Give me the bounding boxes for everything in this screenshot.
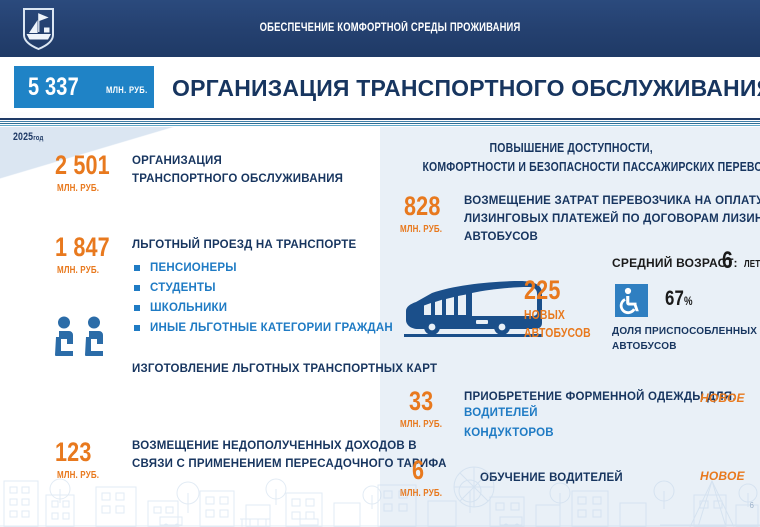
training-label: ОБУЧЕНИЕ ВОДИТЕЛЕЙ	[480, 469, 623, 487]
new-tag-uniform-text: НОВОЕ	[700, 391, 745, 405]
leasing-label-line3: АВТОБУСОВ	[464, 231, 539, 243]
header-subtitle: ОБЕСПЕЧЕНИЕ КОМФОРТНОЙ СРЕДЫ ПРОЖИВАНИЯ	[180, 18, 600, 38]
list-item-label: ИНЫЕ ЛЬГОТНЫЕ КАТЕГОРИИ ГРАЖДАН	[150, 322, 393, 334]
bullet-square-icon	[134, 305, 140, 311]
total-budget-value: 5 337	[28, 73, 79, 101]
total-budget-badge: 5 337 МЛН. РУБ.	[14, 66, 154, 108]
list-item: ПЕНСИОНЕРЫ	[132, 258, 372, 278]
stat-3-label: ВОЗМЕЩЕНИЕ НЕДОПОЛУЧЕННЫХ ДОХОДОВ В СВЯЗ…	[132, 437, 447, 473]
bullet-square-icon	[134, 285, 140, 291]
stat-3-value: 123	[55, 437, 92, 467]
stat-2-value: 1 847	[55, 232, 110, 262]
title-divider-rules	[0, 118, 760, 127]
list-item: ИНЫЕ ЛЬГОТНЫЕ КАТЕГОРИИ ГРАЖДАН	[132, 318, 393, 338]
uniform-sub-1-text: ВОДИТЕЛЕЙ	[464, 407, 538, 419]
decorative-triangle	[0, 127, 175, 179]
stat-1-label-line2: ТРАНСПОРТНОГО ОБСЛУЖИВАНИЯ	[132, 173, 344, 185]
new-buses-word1: НОВЫХ	[524, 307, 566, 322]
accessible-share-label: ДОЛЯ ПРИСПОСОБЛЕННЫХ АВТОБУСОВ	[612, 324, 757, 354]
stat-3-unit: МЛН. РУБ.	[57, 470, 100, 481]
stat-2-unit: МЛН. РУБ.	[57, 265, 100, 276]
uniform-unit: МЛН. РУБ.	[400, 419, 443, 430]
leasing-unit: МЛН. РУБ.	[400, 224, 443, 235]
training-value: 6	[412, 455, 425, 485]
stat-1-value: 2 501	[55, 150, 110, 180]
new-tag-uniform: НОВОЕ	[700, 390, 745, 406]
uniform-sub-1: ВОДИТЕЛЕЙ	[464, 404, 538, 422]
wheelchair-icon	[615, 284, 648, 317]
leasing-label: ВОЗМЕЩЕНИЕ ЗАТРАТ ПЕРЕВОЗЧИКА НА ОПЛАТУ …	[464, 192, 760, 246]
bus-icon	[402, 277, 548, 339]
sailboat-coat-of-arms-icon	[15, 5, 62, 52]
bullet-square-icon	[134, 265, 140, 271]
new-buses-value: 225	[524, 275, 561, 305]
new-tag-training: НОВОЕ	[700, 468, 745, 484]
list-item: СТУДЕНТЫ	[132, 278, 372, 298]
two-seated-passengers-icon	[52, 316, 118, 362]
stat-3-label-line2: СВЯЗИ С ПРИМЕНЕНИЕМ ПЕРЕСАДОЧНОГО ТАРИФА	[132, 458, 447, 470]
stat-3-label-line1: ВОЗМЕЩЕНИЕ НЕДОПОЛУЧЕННЫХ ДОХОДОВ В	[132, 440, 417, 452]
year-label: 2025год	[13, 131, 51, 144]
accessible-share-label-line1: ДОЛЯ ПРИСПОСОБЛЕННЫХ	[612, 326, 758, 337]
stat-1-label: ОРГАНИЗАЦИЯ ТРАНСПОРТНОГО ОБСЛУЖИВАНИЯ	[132, 152, 343, 188]
total-budget-unit: МЛН. РУБ.	[106, 85, 148, 96]
panel-gap	[374, 127, 380, 527]
accessible-share-value: 67	[665, 287, 685, 310]
right-panel-title-line2: КОМФОРТНОСТИ И БЕЗОПАСНОСТИ ПАССАЖИРСКИХ…	[422, 160, 760, 174]
percent-sign: %	[684, 294, 693, 308]
uniform-value: 33	[409, 386, 434, 416]
stat-1-unit: МЛН. РУБ.	[57, 183, 100, 194]
right-panel-title-line1: ПОВЫШЕНИЕ ДОСТУПНОСТИ,	[489, 141, 653, 155]
average-age-label-text: СРЕДНИЙ ВОЗРАСТ:	[612, 256, 738, 270]
beneficiary-list: ПЕНСИОНЕРЫ СТУДЕНТЫ ШКОЛЬНИКИ ИНЫЕ ЛЬГОТ…	[132, 258, 393, 338]
new-tag-training-text: НОВОЕ	[700, 469, 745, 483]
page-title: ОРГАНИЗАЦИЯ ТРАНСПОРТНОГО ОБСЛУЖИВАНИЯ	[172, 72, 760, 106]
year-unit: год	[33, 133, 44, 142]
transport-cards-text: ИЗГОТОВЛЕНИЕ ЛЬГОТНЫХ ТРАНСПОРТНЫХ КАРТ	[132, 363, 438, 375]
uniform-sub-2-text: КОНДУКТОРОВ	[464, 427, 554, 439]
list-item-label: ШКОЛЬНИКИ	[150, 302, 228, 314]
year-value: 2025	[13, 131, 34, 143]
uniform-label-text: ПРИОБРЕТЕНИЕ ФОРМЕННОЙ ОДЕЖДЫ ДЛЯ:	[464, 391, 737, 403]
average-age-unit: ЛЕТ	[744, 259, 760, 270]
accessible-share-label-line2: АВТОБУСОВ	[612, 341, 677, 352]
bullet-square-icon	[134, 325, 140, 331]
average-age-label: СРЕДНИЙ ВОЗРАСТ:	[612, 255, 738, 271]
page-title-text: ОРГАНИЗАЦИЯ ТРАНСПОРТНОГО ОБСЛУЖИВАНИЯ	[172, 75, 760, 101]
training-label-text: ОБУЧЕНИЕ ВОДИТЕЛЕЙ	[480, 472, 623, 484]
average-age-value: 6	[722, 247, 733, 274]
uniform-label: ПРИОБРЕТЕНИЕ ФОРМЕННОЙ ОДЕЖДЫ ДЛЯ:	[464, 388, 736, 406]
list-item-label: ПЕНСИОНЕРЫ	[150, 262, 237, 274]
leasing-label-line1: ВОЗМЕЩЕНИЕ ЗАТРАТ ПЕРЕВОЗЧИКА НА ОПЛАТУ	[464, 195, 760, 207]
accessible-share-percent: 67%	[665, 286, 700, 314]
training-unit: МЛН. РУБ.	[400, 488, 443, 499]
stat-1-label-line1: ОРГАНИЗАЦИЯ	[132, 155, 222, 167]
transport-cards-label: ИЗГОТОВЛЕНИЕ ЛЬГОТНЫХ ТРАНСПОРТНЫХ КАРТ	[132, 360, 437, 378]
page-number: 6	[749, 501, 754, 510]
leasing-label-line2: ЛИЗИНГОВЫХ ПЛАТЕЖЕЙ ПО ДОГОВОРАМ ЛИЗИНГА	[464, 213, 760, 225]
top-header-bar: ОБЕСПЕЧЕНИЕ КОМФОРТНОЙ СРЕДЫ ПРОЖИВАНИЯ	[0, 0, 760, 57]
header-subtitle-text: ОБЕСПЕЧЕНИЕ КОМФОРТНОЙ СРЕДЫ ПРОЖИВАНИЯ	[259, 22, 521, 34]
right-panel-title: ПОВЫШЕНИЕ ДОСТУПНОСТИ, КОМФОРТНОСТИ И БЕ…	[388, 139, 760, 177]
list-item-label: СТУДЕНТЫ	[150, 282, 216, 294]
stat-2-label-line1: ЛЬГОТНЫЙ ПРОЕЗД НА ТРАНСПОРТЕ	[132, 239, 357, 251]
uniform-sub-2: КОНДУКТОРОВ	[464, 424, 554, 442]
leasing-value: 828	[404, 191, 441, 221]
stat-2-label: ЛЬГОТНЫЙ ПРОЕЗД НА ТРАНСПОРТЕ	[132, 236, 356, 254]
list-item: ШКОЛЬНИКИ	[132, 298, 372, 318]
new-buses-word2: АВТОБУСОВ	[524, 325, 591, 340]
